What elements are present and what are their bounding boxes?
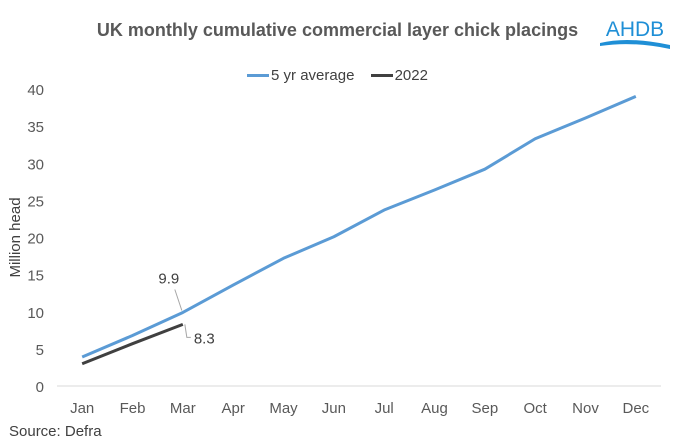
y-tick-label: 10	[27, 305, 44, 322]
legend: 5 yr average 2022	[0, 64, 675, 84]
legend-swatch	[370, 74, 393, 77]
svg-text:AHDB: AHDB	[606, 18, 664, 41]
x-tick-label: Feb	[120, 400, 146, 417]
x-tick-label: Apr	[221, 400, 244, 417]
legend-item-5yr: 5 yr average	[247, 67, 354, 84]
x-tick-label: Jun	[322, 400, 346, 417]
y-tick-label: 15	[27, 268, 44, 285]
y-tick-label: 25	[27, 193, 44, 210]
y-tick-label: 5	[36, 342, 44, 359]
data-label: 8.3	[194, 330, 215, 347]
legend-swatch	[247, 74, 270, 77]
data-label: 9.9	[158, 270, 179, 287]
x-tick-label: Sep	[471, 400, 498, 417]
y-tick-label: 20	[27, 231, 44, 248]
x-tick-label: Jul	[375, 400, 394, 417]
y-axis-label: Million head	[7, 197, 24, 277]
legend-item-2022: 2022	[370, 67, 428, 84]
leader-line	[184, 324, 191, 338]
series-line-5yr-average	[81, 95, 637, 359]
y-tick-label: 40	[27, 82, 44, 99]
source-note: Source: Defra	[9, 423, 102, 440]
x-tick-label: Dec	[622, 400, 649, 417]
x-tick-label: May	[269, 400, 298, 417]
legend-label: 2022	[394, 67, 428, 84]
x-tick-label: Jan	[70, 400, 94, 417]
x-tick-label: Nov	[572, 400, 599, 417]
legend-label: 5 yr average	[271, 67, 355, 84]
x-tick-label: Mar	[170, 400, 196, 417]
series-line-2022	[81, 322, 184, 366]
x-tick-label: Oct	[523, 400, 547, 417]
y-tick-label: 35	[27, 119, 44, 136]
chart-title: UK monthly cumulative commercial layer c…	[96, 20, 579, 40]
ahdb-logo: AHDB	[600, 18, 670, 49]
x-tick-label: Aug	[421, 400, 448, 417]
y-tick-label: 0	[36, 379, 44, 396]
y-tick-label: 30	[27, 156, 44, 173]
leader-line	[174, 289, 183, 311]
